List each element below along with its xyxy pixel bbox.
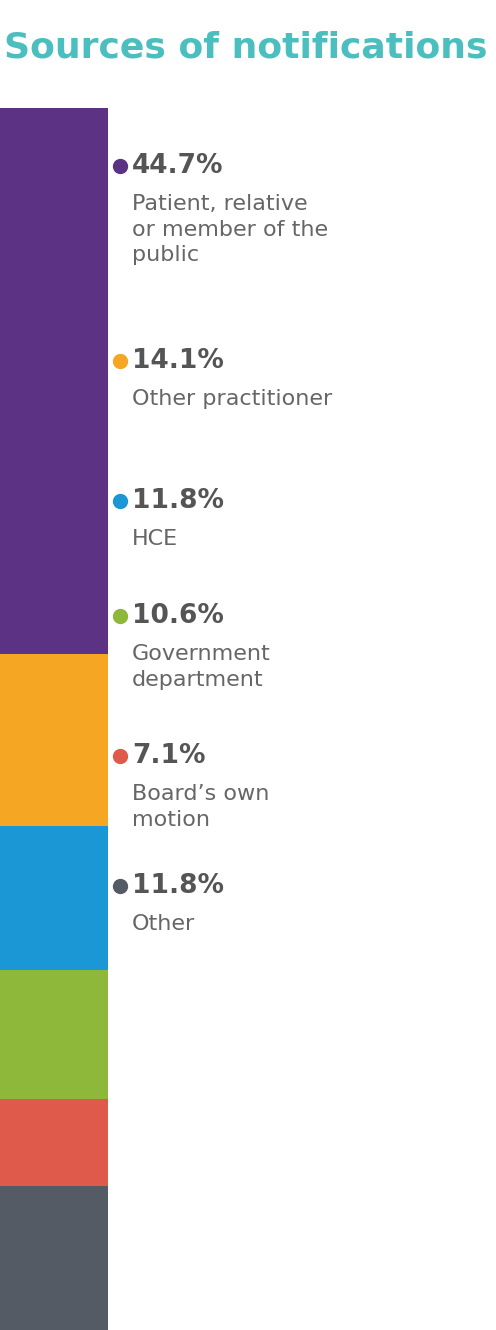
Text: Other practitioner: Other practitioner — [132, 388, 332, 410]
Text: Board’s own
motion: Board’s own motion — [132, 783, 269, 830]
Bar — [0, 970, 108, 1100]
Bar — [0, 826, 108, 970]
Bar — [0, 1186, 108, 1330]
Text: Other: Other — [132, 914, 195, 934]
Text: 10.6%: 10.6% — [132, 602, 224, 629]
Bar — [0, 1100, 108, 1186]
Text: Patient, relative
or member of the
public: Patient, relative or member of the publi… — [132, 194, 328, 265]
Text: 11.8%: 11.8% — [132, 872, 224, 899]
Bar — [0, 108, 108, 653]
Text: 11.8%: 11.8% — [132, 488, 224, 513]
Text: Sources of notifications: Sources of notifications — [4, 31, 488, 65]
Text: 7.1%: 7.1% — [132, 743, 205, 769]
Bar — [0, 653, 108, 826]
Text: 44.7%: 44.7% — [132, 153, 224, 180]
Text: Government
department: Government department — [132, 644, 271, 689]
Text: HCE: HCE — [132, 529, 178, 549]
Text: 14.1%: 14.1% — [132, 348, 224, 374]
